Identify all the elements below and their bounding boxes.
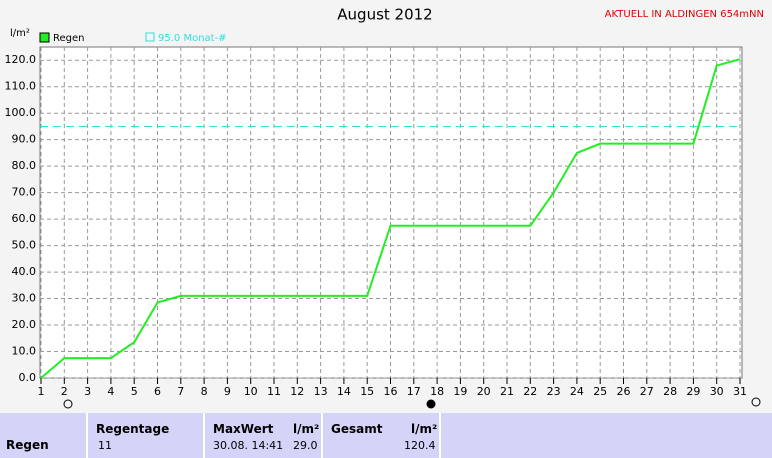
separator <box>86 413 88 458</box>
x-tick-label: 24 <box>570 385 584 398</box>
x-tick-label: 4 <box>107 385 114 398</box>
chart: August 2012 AKTUELL IN ALDINGEN 654mNN l… <box>5 6 764 409</box>
x-tick-label: 5 <box>131 385 138 398</box>
separator <box>203 413 205 458</box>
header: Gesamt <box>331 422 383 436</box>
header: MaxWert <box>213 422 274 436</box>
x-tick-label: 12 <box>290 385 304 398</box>
value: 11 <box>98 439 112 452</box>
x-tick-label: 14 <box>337 385 351 398</box>
unit: l/m² <box>293 422 320 436</box>
y-tick-label: 30.0 <box>12 292 37 305</box>
x-tick-label: 22 <box>523 385 537 398</box>
y-tick-label: 120.0 <box>5 53 37 66</box>
x-tick-label: 13 <box>314 385 328 398</box>
chart-title: August 2012 <box>337 6 432 24</box>
header: Regentage <box>96 422 170 436</box>
y-tick-label: 60.0 <box>12 212 37 225</box>
x-tick-label: 19 <box>453 385 467 398</box>
y-tick-label: 50.0 <box>12 239 37 252</box>
y-tick-label: 0.0 <box>19 371 37 384</box>
y-tick-label: 40.0 <box>12 265 37 278</box>
x-tick-label: 1 <box>38 385 45 398</box>
y-tick-label: 10.0 <box>12 345 37 358</box>
x-tick-label: 10 <box>244 385 258 398</box>
x-tick-label: 21 <box>500 385 514 398</box>
x-tick-label: 2 <box>61 385 68 398</box>
x-tick-label: 6 <box>154 385 161 398</box>
separator <box>321 413 323 458</box>
y-tick-label: 80.0 <box>12 159 37 172</box>
x-tick-label: 25 <box>593 385 607 398</box>
x-tick-label: 7 <box>177 385 184 398</box>
x-tick-label: 31 <box>733 385 747 398</box>
subtitle: AKTUELL IN ALDINGEN 654mNN <box>605 9 764 20</box>
x-tick-label: 23 <box>547 385 561 398</box>
x-tick-label: 16 <box>384 385 398 398</box>
legend-label: Regen <box>53 33 85 44</box>
y-tick-label: 110.0 <box>5 80 37 93</box>
value: 120.4 <box>404 439 436 452</box>
x-tick-label: 17 <box>407 385 421 398</box>
x-tick-label: 9 <box>224 385 231 398</box>
x-tick-label: 3 <box>84 385 91 398</box>
legend-swatch <box>39 32 50 43</box>
x-tick-label: 15 <box>360 385 374 398</box>
x-tick-label: 18 <box>430 385 444 398</box>
x-tick-label: 26 <box>617 385 631 398</box>
value: 29.0 <box>293 439 318 452</box>
unit: l/m² <box>411 422 438 436</box>
data-line <box>40 58 741 379</box>
y-tick-label: 90.0 <box>12 133 37 146</box>
separator <box>439 413 441 458</box>
moon-icon <box>751 397 761 407</box>
row-label: Regen <box>6 438 49 452</box>
x-tick-label: 30 <box>710 385 724 398</box>
summary-table: Regen Regentage 11 MaxWert l/m² 30.08. 1… <box>0 413 772 458</box>
x-tick-label: 29 <box>686 385 700 398</box>
x-tick-label: 8 <box>201 385 208 398</box>
value: 30.08. 14:41 <box>213 439 284 452</box>
moon-icon <box>63 399 73 409</box>
y-tick-label: 20.0 <box>12 318 37 331</box>
y-tick-label: 100.0 <box>5 106 37 119</box>
legend-label: 95.0 Monat-# <box>158 33 227 44</box>
x-tick-label: 20 <box>477 385 491 398</box>
y-tick-label: 70.0 <box>12 186 37 199</box>
y-axis-label: l/m² <box>10 28 30 39</box>
legend-swatch <box>145 32 155 42</box>
moon-icon <box>426 399 436 409</box>
x-tick-label: 11 <box>267 385 281 398</box>
x-tick-label: 27 <box>640 385 654 398</box>
x-tick-label: 28 <box>663 385 677 398</box>
